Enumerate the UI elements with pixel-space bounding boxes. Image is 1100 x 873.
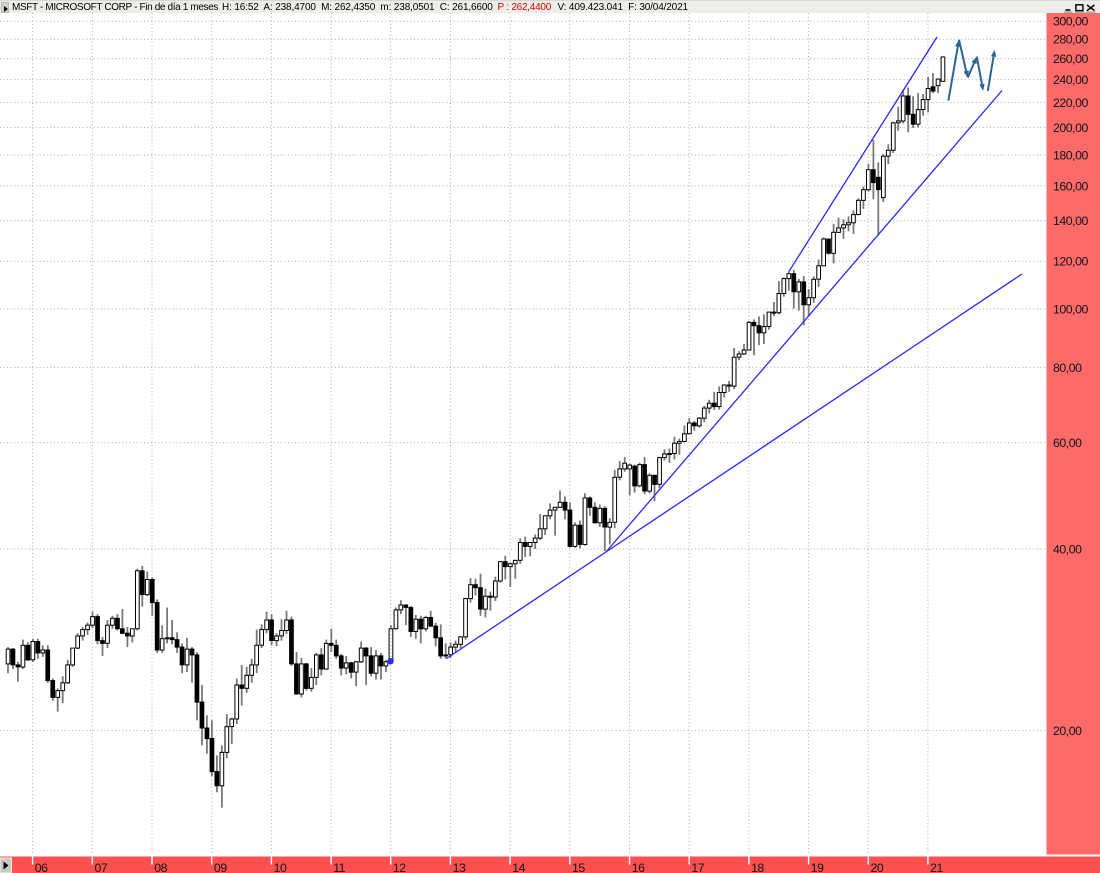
svg-text:220,00: 220,00 [1053,96,1089,110]
svg-text:280,00: 280,00 [1053,33,1089,47]
svg-text:180,00: 180,00 [1053,148,1089,162]
svg-text:21: 21 [930,861,943,873]
svg-text:260,00: 260,00 [1053,52,1089,66]
svg-text:160,00: 160,00 [1053,179,1089,193]
svg-text:10: 10 [274,861,287,873]
svg-text:120,00: 120,00 [1053,255,1089,269]
svg-text:200,00: 200,00 [1053,121,1089,135]
svg-text:13: 13 [453,861,466,873]
svg-text:18: 18 [751,861,764,873]
svg-text:09: 09 [214,861,227,873]
svg-text:20,00: 20,00 [1053,724,1082,738]
svg-text:20: 20 [871,861,884,873]
svg-text:14: 14 [512,861,525,873]
svg-text:40,00: 40,00 [1053,542,1082,556]
svg-text:16: 16 [632,861,645,873]
svg-text:240,00: 240,00 [1053,73,1089,87]
svg-text:06: 06 [35,861,48,873]
svg-text:15: 15 [572,861,585,873]
svg-text:11: 11 [333,861,345,873]
svg-text:08: 08 [154,861,167,873]
svg-text:140,00: 140,00 [1053,214,1089,228]
svg-text:07: 07 [95,861,108,873]
svg-text:12: 12 [393,861,406,873]
svg-text:80,00: 80,00 [1053,361,1082,375]
svg-text:17: 17 [691,861,704,873]
svg-text:60,00: 60,00 [1053,436,1082,450]
svg-text:300,00: 300,00 [1053,15,1089,29]
svg-text:19: 19 [811,861,824,873]
svg-text:100,00: 100,00 [1053,302,1089,316]
